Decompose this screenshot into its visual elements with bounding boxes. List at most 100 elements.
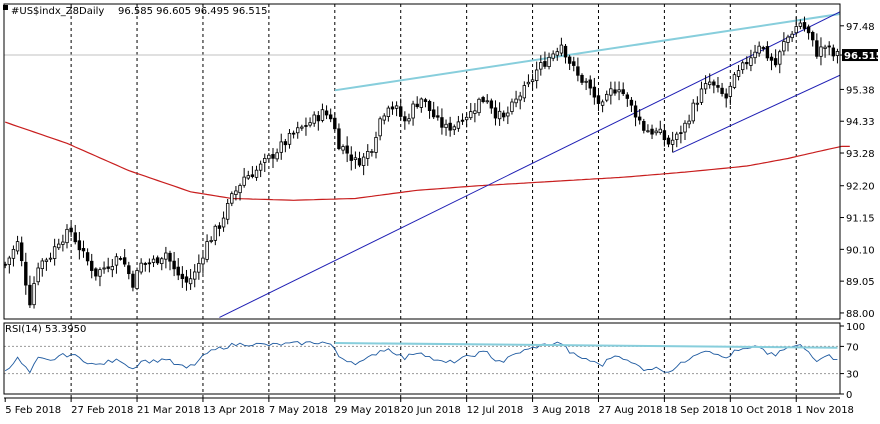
candle-body [382,115,386,121]
candle-body [209,240,213,242]
candles-layer [3,16,840,309]
candle-body [36,267,40,283]
candle-body [15,241,20,252]
candle-body [444,123,448,128]
rsi-tick-label: 0 [846,390,852,401]
candle-body [794,26,798,34]
candle-body [609,88,613,96]
candle-body [786,36,790,43]
candle-body [708,81,712,86]
timeframe-label: Daily [79,6,104,17]
candle-body [205,241,209,260]
candle-body [61,241,65,245]
candle-body [691,102,695,122]
candle-body [502,112,506,118]
candle-body [19,242,24,262]
candle-body [102,267,106,270]
candle-body [28,284,32,306]
candle-body [370,151,374,153]
candle-body [77,240,82,251]
symbol-info-icon [3,5,8,10]
candle-body [296,127,300,134]
candle-body [683,122,687,133]
candle-body [831,47,836,57]
trendline [334,12,840,92]
candle-body [110,266,115,271]
candle-body [592,86,597,98]
candle-body [724,93,728,99]
candle-body [316,115,321,122]
candle-body [670,139,675,145]
candle-body [526,81,531,85]
candle-body [139,262,143,273]
candle-body [605,93,609,101]
trendline [219,11,840,318]
candle-body [32,283,36,306]
candle-body [547,56,551,68]
candle-body [753,51,757,59]
candle-body [114,256,119,266]
candle-body [802,22,807,29]
candle-body [798,22,803,27]
candle-body [7,257,12,265]
candle-body [308,122,312,126]
time-tick-label: 7 May 2018 [269,405,328,416]
candle-body [530,79,535,82]
candle-body [304,125,308,127]
candle-body [324,110,329,116]
candle-body [485,100,489,103]
rsi-tick-label: 100 [846,322,865,333]
candle-body [85,252,90,262]
candle-body [48,257,53,260]
candle-body [559,44,564,54]
candle-body [440,117,444,128]
candle-body [745,61,749,65]
candle-body [333,117,337,130]
candle-body [250,174,255,177]
time-axis: 5 Feb 2018 27 Feb 2018 21 Mar 2018 13 Apr 2… [4,397,854,416]
candle-body [695,102,700,105]
candle-body [621,89,625,95]
candle-body [415,103,419,108]
candle-body [654,130,658,134]
candle-body [263,158,267,163]
last-price-badge [842,49,878,62]
candle-body [258,163,263,171]
rsi-tick-label: 30 [846,370,859,381]
candle-body [732,74,737,88]
candle-body [106,266,110,269]
candle-body [143,263,147,265]
candle-body [699,88,704,103]
candle-body [213,225,218,241]
time-tick-label: 13 Apr 2018 [203,405,265,416]
candle-body [633,105,638,118]
candle-body [452,126,456,131]
rsi-label: RSI(14) 53.3950 [5,324,86,335]
candle-body [703,83,708,90]
candle-body [172,260,176,270]
candle-body [176,266,180,276]
price-tick-label: 89.05 [846,277,875,288]
candle-body [431,109,436,118]
candle-body [497,110,502,120]
candle-body [411,103,415,119]
candle-body [806,26,811,34]
candle-body [65,228,69,244]
candle-body [539,62,543,70]
time-tick-label: 3 Aug 2018 [533,405,591,416]
candle-body [728,85,733,97]
rsi-panel-frame [3,322,841,395]
rsi-trendline [334,342,838,349]
candle-body [378,118,382,137]
candle-body [374,137,378,153]
candle-body [811,32,815,41]
trendline-layer [219,11,840,318]
candle-body [52,246,57,259]
candle-body [164,252,168,260]
candle-body [394,105,399,109]
candle-body [646,130,650,133]
candle-body [345,145,349,154]
candle-body [81,248,86,252]
candle-body [749,57,753,66]
